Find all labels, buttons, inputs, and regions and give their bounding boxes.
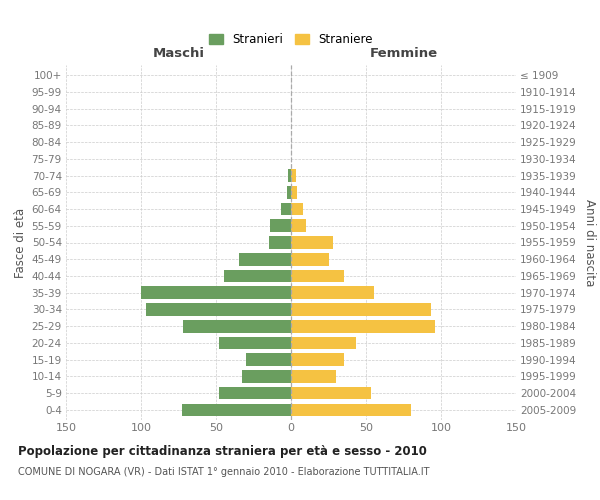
- Bar: [281, 202, 291, 215]
- Bar: [239, 253, 291, 266]
- Bar: [291, 387, 371, 400]
- Bar: [219, 387, 291, 400]
- Y-axis label: Anni di nascita: Anni di nascita: [583, 199, 596, 286]
- Bar: [291, 270, 343, 282]
- Bar: [291, 354, 343, 366]
- Text: Femmine: Femmine: [370, 47, 437, 60]
- Text: COMUNE DI NOGARA (VR) - Dati ISTAT 1° gennaio 2010 - Elaborazione TUTTITALIA.IT: COMUNE DI NOGARA (VR) - Dati ISTAT 1° ge…: [18, 467, 430, 477]
- Bar: [288, 169, 291, 182]
- Bar: [219, 336, 291, 349]
- Bar: [246, 354, 291, 366]
- Bar: [270, 220, 291, 232]
- Bar: [291, 303, 431, 316]
- Bar: [182, 404, 291, 416]
- Bar: [291, 186, 297, 198]
- Bar: [291, 286, 373, 299]
- Bar: [291, 202, 303, 215]
- Legend: Stranieri, Straniere: Stranieri, Straniere: [204, 28, 378, 50]
- Text: Popolazione per cittadinanza straniera per età e sesso - 2010: Popolazione per cittadinanza straniera p…: [18, 445, 427, 458]
- Bar: [141, 286, 291, 299]
- Bar: [291, 169, 296, 182]
- Bar: [291, 236, 333, 249]
- Bar: [223, 270, 291, 282]
- Bar: [146, 303, 291, 316]
- Text: Maschi: Maschi: [152, 47, 205, 60]
- Bar: [241, 370, 291, 382]
- Bar: [291, 320, 435, 332]
- Y-axis label: Fasce di età: Fasce di età: [14, 208, 28, 278]
- Bar: [291, 404, 411, 416]
- Bar: [287, 186, 291, 198]
- Bar: [291, 253, 329, 266]
- Bar: [291, 370, 336, 382]
- Bar: [183, 320, 291, 332]
- Bar: [269, 236, 291, 249]
- Bar: [291, 220, 306, 232]
- Bar: [291, 336, 355, 349]
